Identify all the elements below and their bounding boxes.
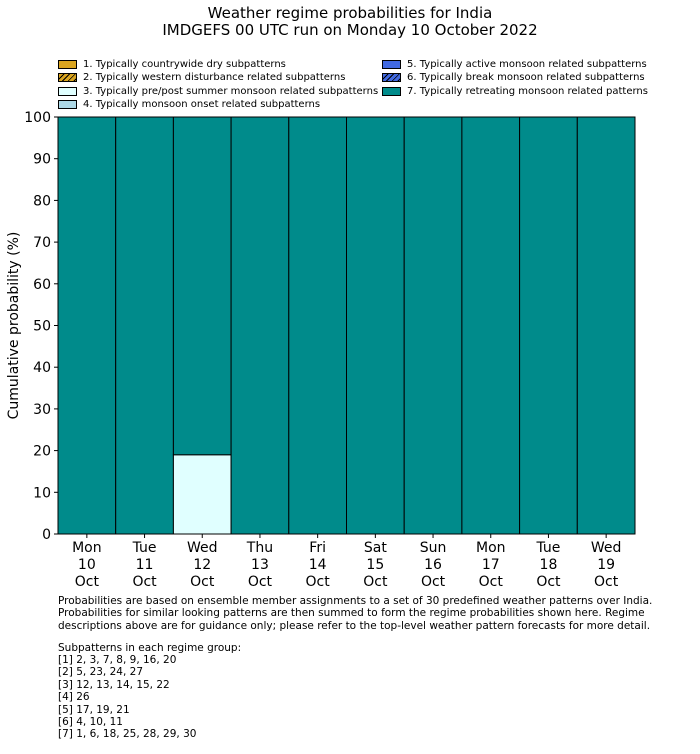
x-tick-label: Oct	[132, 574, 157, 590]
x-tick-label: Fri	[309, 540, 326, 556]
x-tick-label: 15	[366, 557, 384, 573]
x-tick-label: Oct	[306, 574, 331, 590]
legend-swatch	[382, 73, 401, 83]
regime-group-line: [3] 12, 13, 14, 15, 22	[58, 678, 170, 691]
legend-entry: 4. Typically monsoon onset related subpa…	[58, 99, 320, 110]
x-tick-label: Wed	[591, 540, 622, 556]
legend-swatch	[58, 99, 77, 109]
x-tick-label: 12	[193, 557, 211, 573]
legend-swatch	[382, 60, 401, 69]
y-tick-label: 80	[33, 193, 51, 209]
bar-segment	[346, 116, 405, 535]
x-tick-label: 17	[482, 557, 500, 573]
bar-segment	[57, 116, 117, 535]
x-tick-label: Tue	[132, 540, 157, 556]
legend-swatch	[58, 73, 77, 83]
legend-swatch	[58, 86, 77, 96]
legend-swatch	[382, 86, 401, 96]
x-tick-label: 16	[424, 557, 442, 573]
legend-entry: 3. Typically pre/post summer monsoon rel…	[58, 86, 378, 97]
bar-segment	[230, 116, 290, 535]
regime-group-line: [2] 5, 23, 24, 27	[58, 666, 143, 679]
y-tick-label: 60	[33, 277, 51, 293]
legend-label: 7. Typically retreating monsoon related …	[407, 85, 648, 97]
chart-title: Weather regime probabilities for India	[207, 4, 493, 22]
regime-group-line: [5] 17, 19, 21	[58, 703, 130, 716]
regime-group-line: [1] 2, 3, 7, 8, 9, 16, 20	[58, 654, 177, 666]
x-tick-label: Oct	[479, 574, 504, 590]
chart-subtitle: IMDGEFS 00 UTC run on Monday 10 October …	[162, 21, 538, 39]
legend-label: 3. Typically pre/post summer monsoon rel…	[83, 85, 379, 97]
x-tick-label: Sun	[420, 540, 447, 556]
bar-segment	[172, 454, 232, 535]
x-tick-label: 18	[540, 557, 558, 573]
legend-entry: 5. Typically active monsoon related subp…	[382, 59, 647, 70]
x-tick-label: Oct	[75, 574, 100, 590]
y-tick-label: 30	[33, 402, 51, 418]
x-tick-label: Oct	[594, 574, 619, 590]
x-tick-label: 10	[78, 557, 96, 573]
y-tick-label: 40	[33, 360, 51, 376]
x-tick-label: Oct	[421, 574, 446, 590]
x-tick-label: Mon	[476, 540, 506, 556]
footer-note: Probabilities are based on ensemble memb…	[58, 595, 653, 632]
bar-segment	[115, 116, 174, 535]
legend-entry: 6. Typically break monsoon related subpa…	[382, 72, 645, 83]
y-tick-label: 10	[33, 485, 51, 501]
legend-entry: 2. Typically western disturbance related…	[58, 72, 345, 83]
regime-group-line: [7] 1, 6, 18, 25, 28, 29, 30	[58, 728, 197, 741]
x-tick-label: Sat	[364, 540, 387, 556]
bar-segment	[519, 116, 578, 535]
x-tick-label: 11	[136, 557, 154, 573]
x-tick-label: Thu	[246, 540, 273, 556]
y-tick-label: 20	[33, 444, 51, 460]
bar-segment	[576, 116, 636, 535]
legend-entry: 7. Typically retreating monsoon related …	[382, 86, 648, 97]
bar-segment	[403, 116, 463, 535]
x-tick-label: 19	[597, 557, 615, 573]
legend-label: 4. Typically monsoon onset related subpa…	[83, 98, 321, 110]
regime-group-line: [4] 26	[58, 691, 90, 704]
x-tick-label: Tue	[535, 540, 560, 556]
x-tick-label: 14	[309, 557, 327, 573]
legend-label: 5. Typically active monsoon related subp…	[407, 59, 647, 70]
x-tick-label: Oct	[363, 574, 388, 590]
legend-label: 1. Typically countrywide dry subpatterns	[83, 59, 286, 70]
regime-group-line: [6] 4, 10, 11	[58, 716, 123, 728]
legend-entry: 1. Typically countrywide dry subpatterns	[58, 59, 286, 70]
x-tick-label: 13	[251, 557, 269, 573]
y-tick-label: 0	[42, 527, 51, 543]
bar-segment	[288, 116, 347, 535]
y-tick-label: 90	[33, 152, 51, 168]
x-tick-label: Oct	[248, 574, 273, 590]
x-tick-label: Wed	[187, 540, 218, 556]
legend-label: 2. Typically western disturbance related…	[83, 72, 346, 84]
x-tick-label: Mon	[72, 540, 102, 556]
bar-segment	[461, 116, 521, 535]
y-tick-label: 50	[33, 319, 51, 335]
y-tick-label: 70	[33, 235, 51, 251]
y-axis-label: Cumulative probability (%)	[6, 232, 22, 420]
x-tick-label: Oct	[536, 574, 561, 590]
bar-segment	[172, 116, 232, 456]
x-tick-label: Oct	[190, 574, 215, 590]
y-tick-label: 100	[24, 110, 51, 126]
legend-label: 6. Typically break monsoon related subpa…	[407, 72, 645, 84]
groups-heading: Subpatterns in each regime group:	[58, 642, 242, 654]
legend-swatch	[58, 60, 77, 69]
